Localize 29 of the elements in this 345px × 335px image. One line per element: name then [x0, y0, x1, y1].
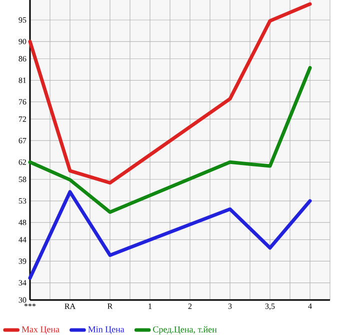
legend-label: Max Цена: [22, 326, 60, 334]
x-tick-label: ***: [24, 304, 36, 306]
x-tick-label: R: [108, 304, 113, 309]
x-tick-label: 4: [308, 304, 312, 309]
y-tick-label: 30: [18, 297, 26, 303]
y-tick-label: 62: [18, 159, 26, 165]
y-tick-label: 90: [18, 38, 26, 44]
x-tick-label: 2: [188, 304, 192, 309]
legend-label: Min Цена: [88, 326, 124, 334]
x-tick-label: 3: [228, 304, 232, 309]
y-tick-label: 44: [18, 237, 26, 242]
line-series: [28, 66, 312, 214]
y-tick-label: 53: [18, 198, 26, 204]
y-tick-label: 81: [18, 78, 26, 83]
legend-label: Сред.Цена, т.йен: [153, 326, 217, 334]
x-tick-label: 3,5: [265, 304, 275, 310]
x-tick-label: RA: [64, 304, 76, 309]
y-tick-label: 48: [18, 220, 26, 226]
line-series: [28, 2, 312, 185]
y-tick-label: 72: [19, 116, 26, 122]
y-tick-label: 86: [18, 56, 26, 62]
y-tick-label: 95: [18, 17, 26, 23]
y-tick-label: 67: [18, 138, 26, 144]
y-tick-label: 34: [18, 280, 26, 286]
line-series: [28, 190, 312, 280]
y-tick-label: 39: [18, 258, 26, 264]
y-tick-label: 76: [19, 99, 26, 105]
y-tick-label: 58: [18, 176, 26, 182]
x-tick-label: 1: [148, 304, 152, 309]
